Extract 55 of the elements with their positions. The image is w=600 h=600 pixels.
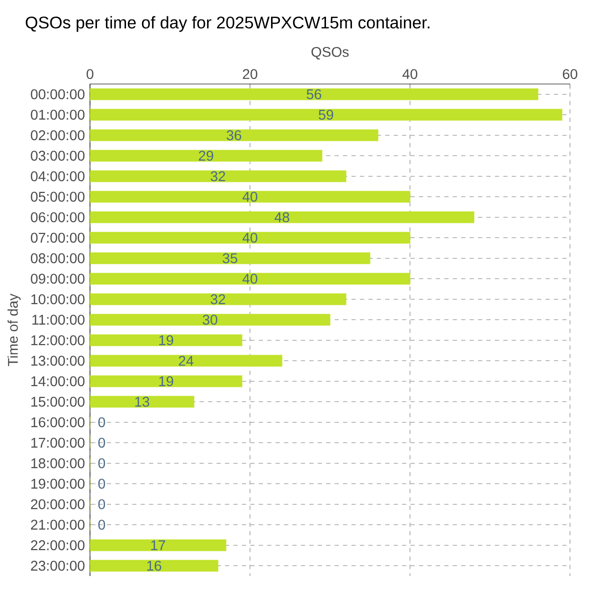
x-tick-label: 0 [86, 69, 94, 80]
y-tick-label: 09:00:00 [30, 274, 84, 284]
data-label: 40 [242, 192, 258, 202]
data-label: 40 [242, 232, 258, 243]
data-label: 0 [98, 520, 106, 530]
data-label: 19 [159, 335, 174, 346]
x-tick-label: 60 [562, 69, 578, 80]
y-tick-label: 12:00:00 [31, 335, 84, 346]
y-tick-label: 07:00:00 [30, 232, 84, 243]
y-axis-title: Time of day [8, 294, 21, 366]
y-tick-label: 08:00:00 [30, 253, 84, 264]
y-tick-label: 16:00:00 [31, 417, 84, 428]
y-tick-label: 21:00:00 [31, 520, 84, 530]
y-tick-label: 04:00:00 [30, 171, 84, 182]
data-label: 16 [147, 560, 162, 571]
y-tick-label: 14:00:00 [31, 376, 84, 386]
data-label: 0 [98, 478, 106, 489]
data-label: 59 [318, 110, 334, 120]
data-label: 36 [226, 130, 242, 140]
y-tick-label: 22:00:00 [31, 540, 84, 550]
x-axis-title: QSOs [312, 46, 349, 60]
x-tick-label: 40 [402, 69, 418, 80]
data-label: 29 [198, 150, 214, 161]
x-tick-label: 20 [242, 69, 258, 80]
data-label: 0 [98, 499, 106, 510]
data-label: 0 [98, 438, 106, 448]
data-label: 13 [135, 396, 150, 407]
data-label: 0 [98, 458, 106, 468]
y-tick-label: 03:00:00 [30, 150, 84, 161]
y-tick-label: 11:00:00 [32, 314, 84, 325]
data-label: 48 [274, 212, 290, 222]
data-label: 19 [159, 376, 174, 386]
data-label: 35 [222, 253, 238, 264]
y-tick-label: 19:00:00 [31, 478, 84, 489]
y-tick-label: 02:00:00 [30, 130, 84, 140]
y-tick-label: 05:00:00 [30, 192, 84, 202]
y-tick-label: 17:00:00 [31, 438, 84, 448]
y-tick-label: 18:00:00 [31, 458, 84, 468]
y-tick-label: 01:00:00 [30, 110, 84, 120]
y-tick-label: 10:00:00 [31, 294, 84, 304]
data-label: 32 [210, 294, 226, 304]
chart-title: QSOs per time of day for 2025WPXCW15m container. [26, 16, 430, 32]
data-label: 30 [202, 314, 218, 325]
y-tick-label: 13:00:00 [31, 356, 84, 366]
y-tick-label: 20:00:00 [31, 499, 84, 510]
y-tick-label: 15:00:00 [31, 396, 84, 407]
data-label: 17 [151, 540, 166, 550]
y-tick-label: 00:00:00 [30, 89, 84, 100]
data-label: 24 [178, 356, 194, 366]
data-label: 32 [210, 171, 226, 182]
data-label: 40 [242, 274, 258, 284]
data-label: 0 [98, 417, 106, 428]
data-label: 56 [306, 89, 322, 100]
y-tick-label: 06:00:00 [30, 212, 84, 222]
y-tick-label: 23:00:00 [31, 560, 84, 571]
